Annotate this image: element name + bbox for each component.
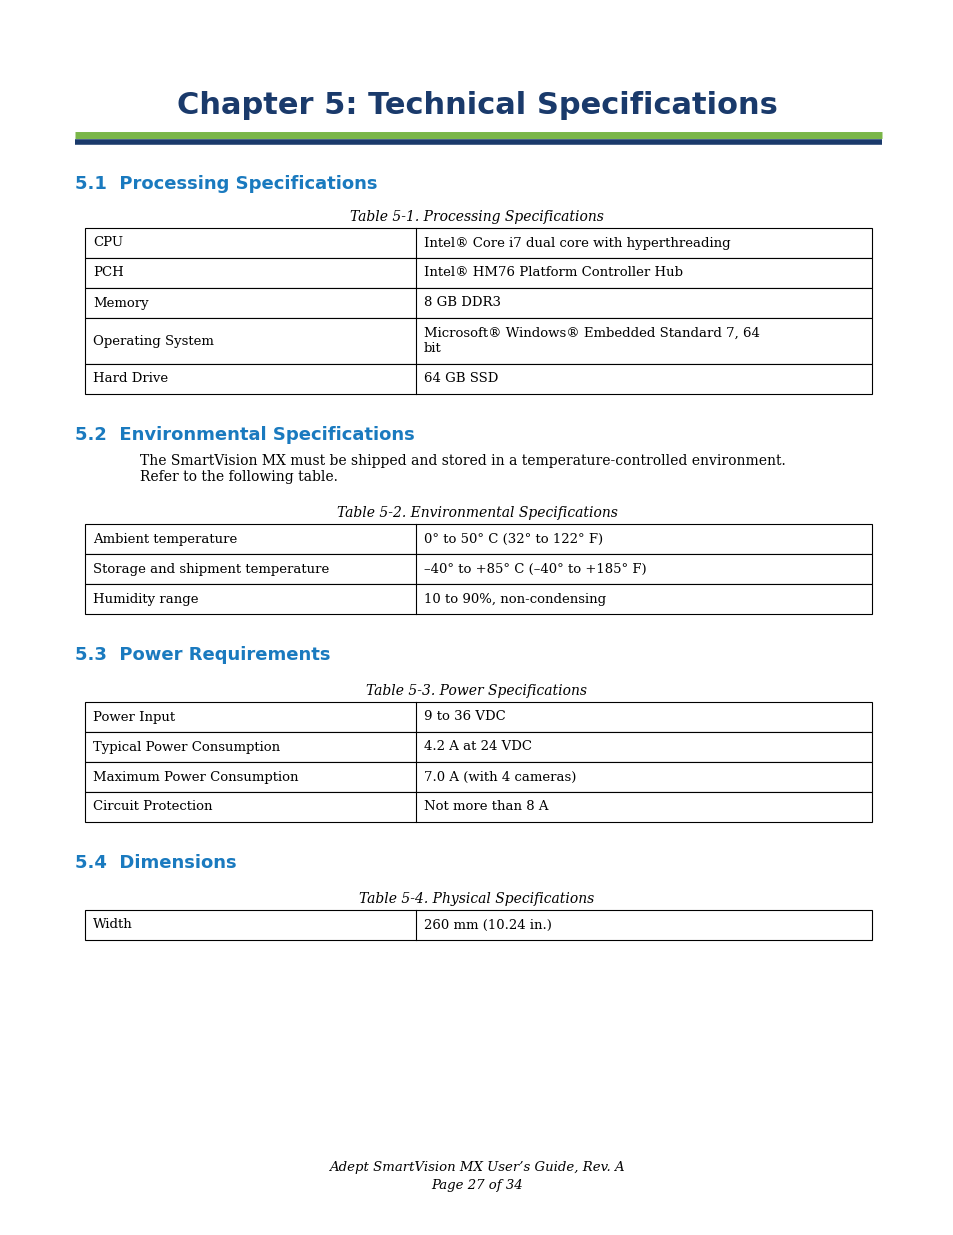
Bar <box>85 228 871 258</box>
Text: Power Input: Power Input <box>92 710 175 724</box>
Text: 9 to 36 VDC: 9 to 36 VDC <box>423 710 505 724</box>
Text: 7.0 A (with 4 cameras): 7.0 A (with 4 cameras) <box>423 771 576 783</box>
Bar <box>85 555 871 584</box>
Text: Intel® HM76 Platform Controller Hub: Intel® HM76 Platform Controller Hub <box>423 267 681 279</box>
Text: Circuit Protection: Circuit Protection <box>92 800 213 814</box>
Text: 10 to 90%, non-condensing: 10 to 90%, non-condensing <box>423 593 605 605</box>
Text: 0° to 50° C (32° to 122° F): 0° to 50° C (32° to 122° F) <box>423 532 602 546</box>
Bar <box>85 762 871 792</box>
Bar <box>85 364 871 394</box>
Bar <box>85 701 871 732</box>
Text: 5.2  Environmental Specifications: 5.2 Environmental Specifications <box>75 426 415 445</box>
Text: Table 5-1. Processing Specifications: Table 5-1. Processing Specifications <box>350 210 603 224</box>
Text: 260 mm (10.24 in.): 260 mm (10.24 in.) <box>423 919 551 931</box>
Bar <box>85 792 871 823</box>
Text: Maximum Power Consumption: Maximum Power Consumption <box>92 771 298 783</box>
Text: Page 27 of 34: Page 27 of 34 <box>431 1178 522 1192</box>
Text: Width: Width <box>92 919 132 931</box>
Text: The SmartVision MX must be shipped and stored in a temperature-controlled enviro: The SmartVision MX must be shipped and s… <box>140 454 785 468</box>
Text: Ambient temperature: Ambient temperature <box>92 532 237 546</box>
Text: bit: bit <box>423 342 441 354</box>
Text: Microsoft® Windows® Embedded Standard 7, 64: Microsoft® Windows® Embedded Standard 7,… <box>423 327 759 340</box>
Text: 5.3  Power Requirements: 5.3 Power Requirements <box>75 646 330 664</box>
Bar <box>85 584 871 614</box>
Text: Humidity range: Humidity range <box>92 593 198 605</box>
Text: 8 GB DDR3: 8 GB DDR3 <box>423 296 500 310</box>
Text: Table 5-2. Environmental Specifications: Table 5-2. Environmental Specifications <box>336 506 617 520</box>
Text: Storage and shipment temperature: Storage and shipment temperature <box>92 562 329 576</box>
Text: Table 5-3. Power Specifications: Table 5-3. Power Specifications <box>366 684 587 698</box>
Text: Intel® Core i7 dual core with hyperthreading: Intel® Core i7 dual core with hyperthrea… <box>423 236 729 249</box>
Bar <box>85 288 871 317</box>
Text: Memory: Memory <box>92 296 149 310</box>
Text: Hard Drive: Hard Drive <box>92 373 168 385</box>
Text: Not more than 8 A: Not more than 8 A <box>423 800 547 814</box>
Text: Adept SmartVision MX User’s Guide, Rev. A: Adept SmartVision MX User’s Guide, Rev. … <box>329 1161 624 1173</box>
Bar <box>85 317 871 364</box>
Text: –40° to +85° C (–40° to +185° F): –40° to +85° C (–40° to +185° F) <box>423 562 645 576</box>
Bar <box>85 524 871 555</box>
Text: 5.4  Dimensions: 5.4 Dimensions <box>75 853 236 872</box>
Text: PCH: PCH <box>92 267 124 279</box>
Text: 64 GB SSD: 64 GB SSD <box>423 373 497 385</box>
Bar <box>85 732 871 762</box>
Text: Operating System: Operating System <box>92 335 213 347</box>
Text: 5.1  Processing Specifications: 5.1 Processing Specifications <box>75 175 377 193</box>
Text: Refer to the following table.: Refer to the following table. <box>140 471 337 484</box>
Text: CPU: CPU <box>92 236 123 249</box>
Text: Table 5-4. Physical Specifications: Table 5-4. Physical Specifications <box>359 892 594 906</box>
Text: 4.2 A at 24 VDC: 4.2 A at 24 VDC <box>423 741 531 753</box>
Text: Chapter 5: Technical Specifications: Chapter 5: Technical Specifications <box>176 90 777 120</box>
Text: Typical Power Consumption: Typical Power Consumption <box>92 741 280 753</box>
Bar <box>85 258 871 288</box>
Bar <box>85 910 871 940</box>
